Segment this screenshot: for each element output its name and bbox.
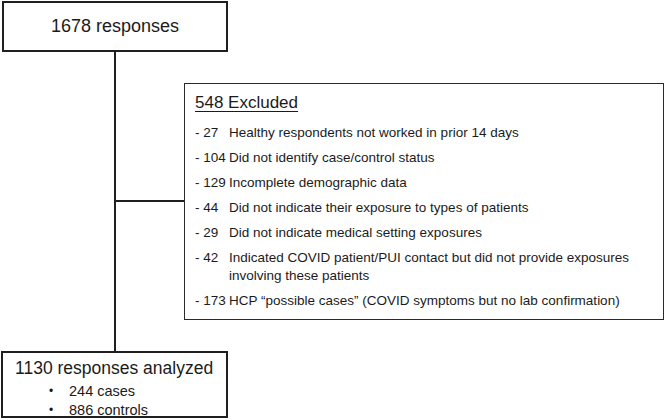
excluded-box: 548 Excluded - 27 Healthy respondents no… — [184, 83, 664, 320]
excluded-item-text: Incomplete demographic data — [229, 174, 655, 192]
excluded-item-text: Healthy respondents not worked in prior … — [229, 124, 655, 142]
excluded-item-count: - 104 — [195, 149, 229, 167]
analyzed-bullet-text: 886 controls — [69, 401, 148, 420]
analyzed-bullet-text: 244 cases — [69, 382, 135, 401]
excluded-item: - 104 Did not identify case/control stat… — [195, 149, 655, 167]
analyzed-bullet-row: • 244 cases — [15, 382, 220, 401]
flow-diagram: 1678 responses 548 Excluded - 27 Healthy… — [0, 0, 668, 420]
excluded-item-count: - 44 — [195, 199, 229, 217]
excluded-item-count: - 42 — [195, 249, 229, 267]
analyzed-bullet-row: • 886 controls — [15, 401, 220, 420]
excluded-item-text: Did not indicate their exposure to types… — [229, 199, 655, 217]
analyzed-box: 1130 responses analyzed • 244 cases • 88… — [1, 351, 228, 418]
excluded-item-count: - 29 — [195, 224, 229, 242]
responses-box: 1678 responses — [2, 1, 228, 52]
excluded-item: - 29 Did not indicate medical setting ex… — [195, 224, 655, 242]
horizontal-connector-line — [116, 200, 184, 202]
excluded-item-count: - 129 — [195, 174, 229, 192]
analyzed-box-title: 1130 responses analyzed — [15, 358, 220, 379]
excluded-item-text: Indicated COVID patient/PUI contact but … — [229, 249, 655, 285]
excluded-box-title: 548 Excluded — [195, 93, 298, 113]
excluded-item-count: - 27 — [195, 124, 229, 142]
excluded-item-text: HCP “possible cases” (COVID symptoms but… — [229, 292, 655, 310]
excluded-item: - 173 HCP “possible cases” (COVID sympto… — [195, 292, 655, 310]
excluded-item-text: Did not indicate medical setting exposur… — [229, 224, 655, 242]
excluded-item: - 44 Did not indicate their exposure to … — [195, 199, 655, 217]
bullet-icon: • — [49, 382, 69, 401]
excluded-item: - 42 Indicated COVID patient/PUI contact… — [195, 249, 655, 285]
responses-box-label: 1678 responses — [51, 16, 179, 37]
excluded-item: - 27 Healthy respondents not worked in p… — [195, 124, 655, 142]
bullet-icon: • — [49, 401, 69, 420]
excluded-item: - 129 Incomplete demographic data — [195, 174, 655, 192]
excluded-item-text: Did not identify case/control status — [229, 149, 655, 167]
excluded-item-count: - 173 — [195, 292, 229, 310]
